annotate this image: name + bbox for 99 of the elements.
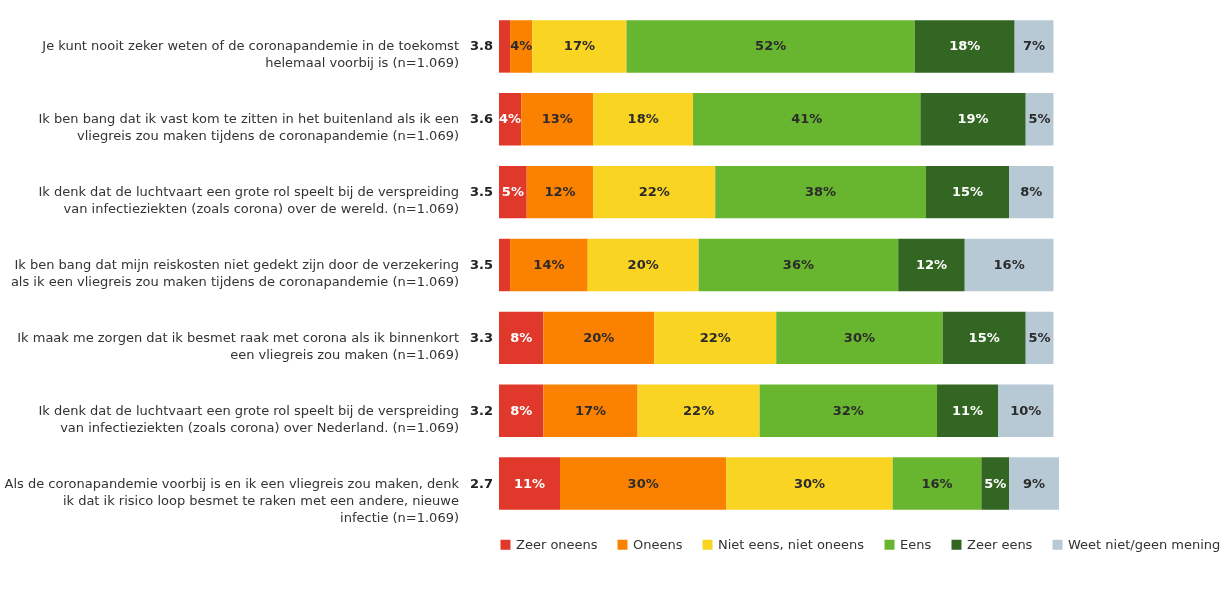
- text: 2.7: [469, 475, 493, 491]
- bar: [1009, 457, 1059, 510]
- bar: [637, 384, 760, 437]
- data-label: 30%: [627, 475, 659, 491]
- data-label: 11%: [951, 402, 984, 418]
- bar: [510, 238, 588, 292]
- data-label: 14%: [533, 257, 565, 272]
- bar: [1014, 20, 1054, 73]
- data-label: 12%: [915, 257, 948, 272]
- data-label: 4%: [510, 38, 533, 54]
- data-label: 11%: [513, 475, 546, 491]
- bar: [898, 238, 965, 292]
- bar: [964, 238, 1054, 292]
- bar: [499, 238, 511, 292]
- bar: [499, 311, 544, 365]
- data-label: 7%: [1023, 38, 1046, 54]
- bar: [587, 238, 699, 292]
- bar: [654, 311, 777, 365]
- data-label: 8%: [1020, 184, 1043, 200]
- data-label: 18%: [627, 111, 659, 127]
- bar: [593, 93, 694, 146]
- data-label: 32%: [832, 402, 864, 418]
- data-label: 16%: [993, 257, 1025, 272]
- bar: [499, 384, 544, 437]
- data-label: 17%: [563, 38, 595, 54]
- data-label: 5%: [501, 184, 524, 200]
- data-label: 13%: [541, 111, 573, 127]
- data-label: 8%: [510, 329, 533, 345]
- bar: [499, 457, 560, 510]
- text: 3.6: [469, 111, 493, 127]
- data-label: 5%: [1028, 329, 1051, 345]
- y-tick-label: Ik denk dat de luchtvaart een grote rol speelt bij de verspreiding van infectieziekten (zoals corona) over de wereld. (n=1.069): [38, 184, 459, 217]
- bar: [499, 165, 527, 219]
- data-label: 15%: [951, 184, 984, 200]
- bar: [698, 238, 899, 292]
- bar: [759, 384, 938, 437]
- data-label: 22%: [699, 329, 731, 345]
- data-label: 12%: [544, 184, 576, 200]
- y-tick-label: Ik ben bang dat mijn reiskosten niet gedekt zijn door de verzekering als ik een vliegreis zou maken tijdens de coronapandemie (n=1.069): [10, 257, 459, 289]
- data-label: 22%: [638, 184, 670, 200]
- bar: [543, 384, 638, 437]
- data-label: 16%: [921, 475, 953, 491]
- text: 3.8: [469, 38, 493, 54]
- legend-label: Zeer eens: [967, 536, 1033, 552]
- bar: [937, 384, 999, 437]
- bar: [715, 165, 926, 219]
- data-label: 15%: [968, 329, 1000, 345]
- bar: [559, 457, 727, 510]
- bar: [593, 165, 716, 219]
- text: 3.3: [469, 329, 493, 345]
- data-label: 8%: [510, 402, 533, 418]
- y-tick-label: Je kunt nooit zeker weten of de coronapandemie in de toekomst helemaal voorbij is (n=1.069): [41, 38, 459, 71]
- text: 3.5: [469, 184, 493, 200]
- bar: [914, 20, 1015, 73]
- bar: [499, 20, 511, 73]
- data-label: 22%: [683, 402, 715, 418]
- bar: [942, 311, 1026, 365]
- bar: [925, 165, 1010, 219]
- bar: [1009, 165, 1054, 219]
- y-tick-label: Ik denk dat de luchtvaart een grote rol speelt bij de verspreiding van infectieziekten (zoals corona) over Nederland. (n=1.069): [38, 402, 459, 435]
- data-label: 17%: [574, 402, 607, 418]
- data-label: 20%: [583, 329, 615, 345]
- data-label: 9%: [1023, 475, 1046, 491]
- data-label: 41%: [791, 111, 823, 127]
- bar: [892, 457, 982, 510]
- text: 3.2: [469, 402, 493, 418]
- y-tick-label: Als de coronapandemie voorbij is en ik een vliegreis zou maken, denk ik dat ik risico loop besmet te raken met een andere, nieuwe infectie (n=1.069): [4, 475, 460, 525]
- data-label: 5%: [984, 475, 1007, 491]
- bar: [1025, 93, 1054, 146]
- bar: [776, 311, 943, 365]
- bar: [726, 457, 893, 510]
- bar: [998, 384, 1054, 437]
- bar: [521, 93, 594, 146]
- data-label: 36%: [782, 257, 814, 272]
- bar: [543, 311, 655, 365]
- data-label: 19%: [957, 111, 989, 127]
- y-tick-label: Ik ben bang dat ik vast kom te zitten in het buitenland als ik een vliegreis zou maken tijdens de coronapandemie (n=1.069): [38, 111, 459, 144]
- data-label: 5%: [1028, 111, 1051, 127]
- legend-label: Eens: [900, 536, 932, 552]
- bar: [626, 20, 915, 73]
- legend-label: Weet niet/geen mening: [1068, 536, 1221, 552]
- legend-label: Zeer oneens: [516, 536, 598, 552]
- data-label: 38%: [805, 184, 837, 200]
- data-label: 30%: [793, 475, 826, 491]
- bar: [981, 457, 1010, 510]
- bar: [526, 165, 594, 219]
- data-label: 10%: [1010, 402, 1042, 418]
- data-label: 20%: [627, 257, 659, 272]
- data-label: 18%: [949, 38, 981, 54]
- bar: [693, 93, 921, 146]
- legend-label: Niet eens, niet oneens: [718, 536, 865, 552]
- data-label: 4%: [499, 111, 522, 127]
- bar: [920, 93, 1026, 146]
- legend-label: Oneens: [633, 536, 683, 552]
- bar: [532, 20, 627, 73]
- data-label: 52%: [755, 38, 787, 54]
- data-label: 30%: [843, 329, 875, 345]
- text: 3.5: [469, 257, 493, 272]
- y-tick-label: Ik maak me zorgen dat ik besmet raak met corona als ik binnenkort een vliegreis zou maken (n=1.069): [17, 329, 459, 362]
